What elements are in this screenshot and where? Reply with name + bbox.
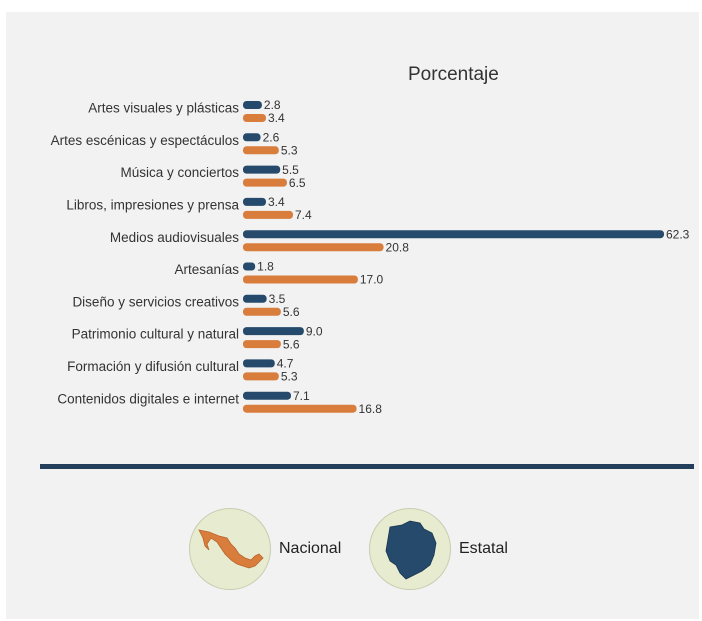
data-label: 3.5 (269, 292, 286, 306)
bar-estatal (243, 359, 275, 368)
bar-nacional (243, 243, 384, 252)
data-label: 5.5 (282, 163, 299, 177)
bar-nacional (243, 178, 287, 187)
data-label: 5.3 (281, 143, 298, 157)
bar-estatal (243, 230, 664, 239)
bar-estatal (243, 262, 256, 271)
data-label: 5.6 (283, 305, 300, 319)
data-label: 7.1 (293, 389, 310, 403)
legend-label: Estatal (459, 540, 508, 557)
data-label: 62.3 (666, 227, 690, 241)
data-label: 5.3 (281, 370, 298, 384)
category-label: Artes escénicas y espectáculos (51, 133, 240, 148)
category-label: Artes visuales y plásticas (88, 101, 239, 116)
data-label: 9.0 (306, 324, 323, 338)
data-label: 2.8 (264, 98, 281, 112)
data-label: 16.8 (359, 402, 383, 416)
bar-nacional (243, 372, 279, 381)
data-label: 5.6 (283, 337, 300, 351)
chart-panel (6, 12, 699, 619)
category-label: Música y conciertos (120, 165, 239, 180)
bar-estatal (243, 327, 304, 336)
category-label: Contenidos digitales e internet (57, 391, 239, 406)
category-label: Patrimonio cultural y natural (72, 327, 239, 342)
data-label: 3.4 (268, 195, 285, 209)
data-label: 2.6 (263, 130, 280, 144)
data-label: 6.5 (289, 176, 306, 190)
bar-estatal (243, 101, 262, 109)
bar-estatal (243, 165, 281, 174)
bar-nacional (243, 210, 294, 219)
data-label: 1.8 (257, 260, 274, 274)
legend-item-nacional: Nacional (189, 508, 341, 590)
category-label: Formación y difusión cultural (67, 359, 239, 374)
divider-line (40, 464, 694, 469)
category-label: Medios audiovisuales (110, 230, 239, 245)
legend-item-estatal: Estatal (369, 508, 508, 590)
data-label: 17.0 (360, 273, 384, 287)
bar-nacional (243, 146, 279, 155)
data-label: 20.8 (386, 240, 410, 254)
data-label: 4.7 (277, 357, 294, 371)
bar-estatal (243, 391, 291, 400)
bar-estatal (243, 197, 266, 206)
data-label: 7.4 (295, 208, 312, 222)
bar-nacional (243, 114, 266, 122)
bar-nacional (243, 307, 281, 316)
legend-label: Nacional (279, 540, 342, 557)
bar-nacional (243, 404, 357, 413)
category-label: Diseño y servicios creativos (72, 294, 239, 309)
chihuahua-state-map-icon (369, 508, 451, 590)
category-label: Libros, impresiones y prensa (66, 197, 239, 212)
bar-estatal (243, 294, 267, 303)
bar-nacional (243, 340, 281, 349)
category-label: Artesanías (174, 262, 239, 277)
bar-nacional (243, 275, 358, 284)
chart-title: Porcentaje (408, 64, 499, 85)
bar-estatal (243, 133, 261, 142)
mexico-map-icon (189, 508, 271, 590)
data-label: 3.4 (268, 111, 285, 125)
